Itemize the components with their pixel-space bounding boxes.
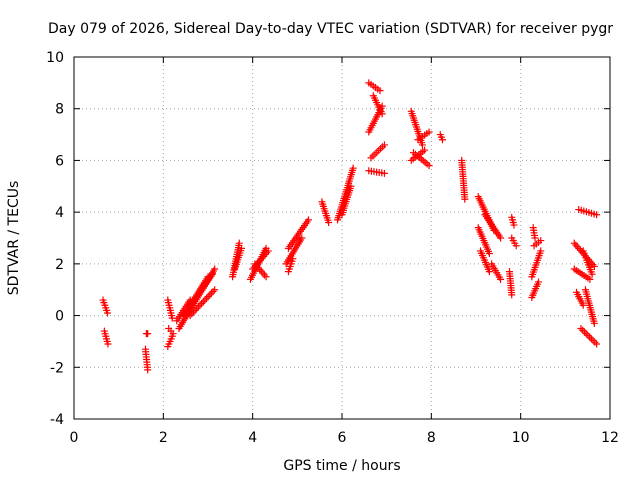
data-point xyxy=(485,250,493,258)
x-axis-label: GPS time / hours xyxy=(283,458,400,474)
x-tick-label: 4 xyxy=(248,430,257,446)
data-point xyxy=(104,340,112,348)
y-tick-label: -4 xyxy=(50,412,64,428)
y-tick-label: -2 xyxy=(50,360,64,376)
data-point xyxy=(238,244,245,252)
data-point xyxy=(508,291,516,299)
y-tick-label: 6 xyxy=(55,153,64,169)
data-point xyxy=(201,296,209,304)
data-point xyxy=(207,289,215,297)
data-point xyxy=(193,305,201,313)
data-point xyxy=(298,234,306,242)
data-point xyxy=(189,308,197,316)
data-point xyxy=(203,294,211,302)
data-point xyxy=(186,312,194,320)
data-point xyxy=(586,275,594,283)
data-points xyxy=(99,79,601,374)
y-tick-label: 0 xyxy=(55,309,64,325)
data-point xyxy=(510,221,518,229)
data-point xyxy=(590,262,598,270)
data-point xyxy=(211,286,219,294)
data-point xyxy=(144,366,152,374)
y-tick-label: 8 xyxy=(55,102,64,118)
data-point xyxy=(188,310,196,318)
data-point xyxy=(579,301,587,309)
x-tick-label: 0 xyxy=(70,430,79,446)
y-axis-label: SDTVAR / TECUs xyxy=(6,181,22,296)
data-point xyxy=(325,218,333,226)
data-point xyxy=(380,169,388,177)
data-point xyxy=(537,247,545,255)
data-point xyxy=(425,162,433,170)
data-point xyxy=(194,303,202,311)
data-point xyxy=(497,275,505,283)
x-tick-label: 8 xyxy=(427,430,436,446)
data-point xyxy=(168,332,176,340)
x-tick-label: 2 xyxy=(159,430,168,446)
data-point xyxy=(347,182,355,190)
data-point xyxy=(235,239,243,247)
data-point xyxy=(144,330,152,338)
data-point xyxy=(289,255,297,263)
data-point xyxy=(439,136,446,144)
data-point xyxy=(380,141,388,149)
x-tick-label: 12 xyxy=(601,430,619,446)
data-point xyxy=(196,301,204,309)
data-point xyxy=(461,195,469,203)
data-point xyxy=(206,291,214,299)
data-point xyxy=(264,247,272,255)
data-point xyxy=(262,273,270,281)
data-point xyxy=(537,237,545,245)
data-point xyxy=(191,306,199,314)
plot-frame xyxy=(73,56,611,420)
x-tick-label: 10 xyxy=(512,430,530,446)
data-point xyxy=(104,309,111,317)
data-point xyxy=(485,268,493,276)
y-tick-label: 2 xyxy=(55,257,64,273)
data-point xyxy=(531,234,539,242)
data-point xyxy=(421,146,429,154)
data-point xyxy=(209,287,217,295)
data-point xyxy=(204,273,212,281)
data-point xyxy=(535,278,543,286)
data-point xyxy=(588,270,596,278)
data-point xyxy=(204,293,212,301)
data-point xyxy=(497,234,505,242)
data-point xyxy=(418,141,426,149)
x-tick-label: 6 xyxy=(338,430,347,446)
data-point xyxy=(208,270,216,278)
data-point xyxy=(305,216,312,224)
data-point xyxy=(378,102,386,110)
ticks: 0 2 4 6 8 10 12 -4 -2 0 2 4 6 8 10 xyxy=(46,50,619,446)
data-point xyxy=(349,164,357,172)
grid xyxy=(74,57,610,419)
y-tick-label: 10 xyxy=(46,50,64,66)
data-point xyxy=(186,296,194,304)
chart-title: Day 079 of 2026, Sidereal Day-to-day VTE… xyxy=(48,21,613,37)
data-point xyxy=(211,265,219,273)
data-point xyxy=(512,242,520,250)
data-point xyxy=(593,211,601,219)
data-point xyxy=(590,319,598,327)
data-point xyxy=(198,300,206,308)
data-point xyxy=(593,340,601,348)
data-point xyxy=(376,87,384,95)
data-point xyxy=(425,128,433,136)
y-tick-label: 4 xyxy=(55,205,64,221)
data-point xyxy=(199,298,207,306)
